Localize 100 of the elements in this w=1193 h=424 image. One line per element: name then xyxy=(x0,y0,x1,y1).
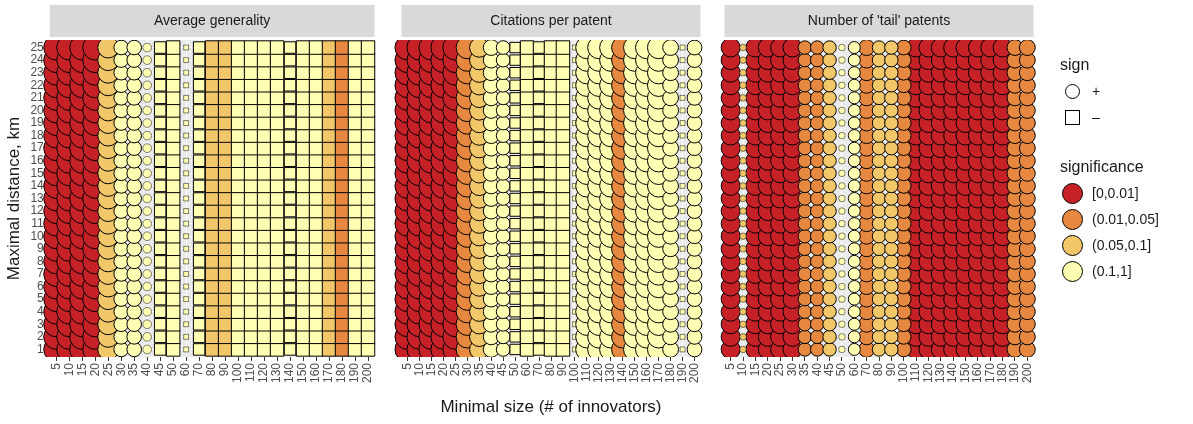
y-tick-label: 10 xyxy=(30,228,45,243)
y-tick-label: 15 xyxy=(30,165,45,180)
y-tick-label: 13 xyxy=(30,190,45,205)
x-tick-label: 40 xyxy=(483,362,498,377)
x-tick-label: 180 xyxy=(994,362,1009,384)
chart-title: Average generality xyxy=(153,11,271,28)
x-tick-label: 60 xyxy=(178,362,193,377)
x-tick-label: 150 xyxy=(957,362,972,384)
x-tick-label: 5 xyxy=(48,362,63,370)
x-tick-label: 70 xyxy=(191,362,206,377)
legend-label: (0.05,0.1] xyxy=(1092,237,1152,253)
x-tick-label: 80 xyxy=(543,362,558,377)
y-tick-label: 20 xyxy=(30,102,45,117)
y-tick-label: 5 xyxy=(37,291,45,306)
x-axis-title: Minimal size (# of innovators) xyxy=(439,397,663,417)
y-tick-label: 16 xyxy=(30,153,45,168)
y-tick-label: 8 xyxy=(37,253,45,268)
x-tick-label: 45 xyxy=(152,362,167,377)
x-tick-label: 200 xyxy=(1019,362,1034,384)
x-tick-label: 130 xyxy=(269,362,284,384)
x-tick-label: 60 xyxy=(846,362,861,377)
y-axis-title: Maximal distance, km xyxy=(3,116,23,281)
x-tick-label: 60 xyxy=(519,362,534,377)
x-tick-label: 200 xyxy=(360,362,375,384)
x-tick-label: 20 xyxy=(435,362,450,377)
x-tick-label: 90 xyxy=(883,362,898,377)
y-tick-label: 2 xyxy=(37,329,45,344)
x-tick-label: 190 xyxy=(1007,362,1022,384)
x-tick-label: 50 xyxy=(165,362,180,377)
x-tick-label: 120 xyxy=(591,362,606,384)
x-tick-label: 35 xyxy=(797,362,812,377)
x-tick-label: 5 xyxy=(399,362,414,370)
legend-label: (0.1,1] xyxy=(1092,263,1132,279)
x-tick-label: 180 xyxy=(334,362,349,384)
x-tick-label: 15 xyxy=(74,362,89,377)
x-tick-label: 10 xyxy=(61,362,76,377)
y-tick-label: 18 xyxy=(30,127,45,142)
x-tick-label: 70 xyxy=(531,362,546,377)
x-tick-label: 35 xyxy=(126,362,141,377)
x-tick-label: 50 xyxy=(834,362,849,377)
x-tick-label: 170 xyxy=(650,362,665,384)
y-tick-label: 19 xyxy=(30,115,45,130)
x-tick-label: 50 xyxy=(507,362,522,377)
x-tick-label: 110 xyxy=(243,362,258,383)
y-tick-label: 21 xyxy=(30,90,45,105)
x-tick-label: 10 xyxy=(735,362,750,377)
y-tick-label: 6 xyxy=(37,278,45,293)
chart-title: Number of 'tail' patents xyxy=(807,11,951,28)
x-tick-label: 25 xyxy=(772,362,787,377)
x-tick-label: 35 xyxy=(471,362,486,377)
x-tick-label: 150 xyxy=(295,362,310,384)
y-tick-label: 3 xyxy=(37,316,45,331)
x-tick-label: 20 xyxy=(87,362,102,377)
x-tick-label: 15 xyxy=(423,362,438,377)
x-tick-label: 15 xyxy=(747,362,762,377)
x-tick-label: 30 xyxy=(459,362,474,377)
x-tick-label: 180 xyxy=(662,362,677,384)
x-tick-label: 100 xyxy=(230,362,245,384)
x-tick-label: 5 xyxy=(722,362,737,370)
x-tick-label: 140 xyxy=(615,362,630,384)
y-tick-label: 11 xyxy=(31,215,45,230)
x-tick-label: 45 xyxy=(495,362,510,377)
x-tick-label: 45 xyxy=(821,362,836,377)
x-tick-label: 90 xyxy=(555,362,570,377)
y-tick-label: 4 xyxy=(37,304,45,319)
x-tick-label: 120 xyxy=(256,362,271,384)
chart-title: Citations per patent xyxy=(490,11,612,28)
x-tick-label: 110 xyxy=(579,362,594,383)
x-tick-label: 40 xyxy=(809,362,824,377)
x-tick-label: 20 xyxy=(760,362,775,377)
y-tick-label: 22 xyxy=(30,77,45,92)
y-tick-label: 12 xyxy=(30,203,45,218)
x-tick-label: 160 xyxy=(308,362,323,384)
x-tick-label: 40 xyxy=(139,362,154,377)
x-tick-label: 120 xyxy=(920,362,935,384)
x-tick-label: 170 xyxy=(321,362,336,384)
legend-label: [0,0.01] xyxy=(1092,185,1139,201)
x-tick-label: 140 xyxy=(282,362,297,384)
legend-label: (0.01,0.05] xyxy=(1092,211,1159,227)
x-tick-label: 130 xyxy=(603,362,618,384)
y-tick-label: 25 xyxy=(30,39,45,54)
text: + xyxy=(1092,83,1101,99)
x-tick-label: 30 xyxy=(784,362,799,377)
x-tick-label: 170 xyxy=(982,362,997,384)
x-tick-label: 100 xyxy=(896,362,911,384)
x-tick-label: 100 xyxy=(567,362,582,384)
y-tick-label: 7 xyxy=(37,266,45,281)
y-tick-label: 1 xyxy=(37,341,45,356)
x-tick-label: 200 xyxy=(686,362,701,384)
x-tick-label: 80 xyxy=(871,362,886,377)
y-tick-label: 14 xyxy=(30,178,45,193)
y-tick-label: 17 xyxy=(30,140,45,155)
x-tick-label: 80 xyxy=(204,362,219,377)
y-tick-label: 23 xyxy=(30,65,45,80)
x-tick-label: 190 xyxy=(347,362,362,384)
y-tick-label: 24 xyxy=(30,52,45,67)
x-tick-label: 190 xyxy=(674,362,689,384)
text: sign xyxy=(1060,56,1091,74)
legend-title: significance xyxy=(1060,158,1145,176)
x-tick-label: 130 xyxy=(933,362,948,384)
